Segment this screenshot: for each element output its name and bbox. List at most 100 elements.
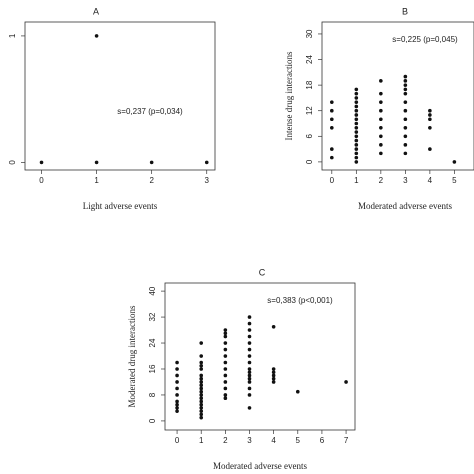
x-tick-label: 1 bbox=[199, 436, 204, 445]
point bbox=[271, 370, 276, 375]
x-tick-label: 2 bbox=[223, 436, 228, 445]
point bbox=[223, 396, 228, 400]
point bbox=[428, 113, 432, 117]
point bbox=[199, 393, 204, 397]
point bbox=[94, 34, 99, 38]
point bbox=[403, 143, 408, 147]
point bbox=[354, 91, 359, 96]
point bbox=[199, 396, 204, 400]
point bbox=[223, 380, 228, 384]
point bbox=[223, 341, 228, 345]
point bbox=[223, 331, 228, 336]
point bbox=[223, 386, 228, 391]
y-tick-label: 24 bbox=[148, 338, 157, 347]
point bbox=[379, 143, 383, 147]
point bbox=[330, 117, 334, 122]
panel-title: A bbox=[93, 6, 99, 16]
point bbox=[199, 376, 204, 381]
point bbox=[223, 360, 228, 365]
point bbox=[175, 402, 179, 407]
point bbox=[175, 409, 179, 413]
point bbox=[354, 113, 359, 117]
point bbox=[199, 402, 204, 407]
x-tick-label: 0 bbox=[330, 176, 335, 185]
point bbox=[223, 393, 228, 397]
point bbox=[379, 151, 383, 156]
point bbox=[223, 328, 228, 332]
point bbox=[354, 96, 359, 100]
point bbox=[428, 147, 432, 151]
x-tick-label: 6 bbox=[320, 436, 325, 445]
y-tick-label: 0 bbox=[305, 159, 314, 164]
point bbox=[403, 87, 408, 92]
y-tick-label: 0 bbox=[8, 160, 17, 165]
point bbox=[354, 138, 359, 143]
y-tick-label: 40 bbox=[148, 286, 157, 295]
point bbox=[354, 121, 359, 126]
annotation: s=0,225 (p=0,045) bbox=[392, 35, 458, 44]
x-axis-label: Moderated adverse events bbox=[213, 461, 307, 471]
point bbox=[330, 108, 334, 113]
x-tick-label: 3 bbox=[247, 436, 252, 445]
point bbox=[330, 147, 334, 151]
point bbox=[403, 79, 408, 83]
point bbox=[223, 367, 228, 371]
plot-box bbox=[321, 21, 474, 171]
point bbox=[354, 117, 359, 122]
point bbox=[403, 134, 408, 139]
point bbox=[354, 104, 359, 109]
point bbox=[403, 83, 408, 87]
point bbox=[247, 376, 252, 381]
point bbox=[379, 134, 383, 139]
point bbox=[403, 125, 408, 130]
x-tick-label: 2 bbox=[379, 176, 384, 185]
point bbox=[403, 91, 408, 96]
x-tick-label: 1 bbox=[94, 176, 99, 185]
point bbox=[247, 354, 252, 358]
annotation: s=0,383 (p<0,001) bbox=[267, 296, 333, 305]
point bbox=[247, 328, 252, 332]
point bbox=[223, 373, 228, 378]
point bbox=[223, 354, 228, 358]
panel-title: B bbox=[402, 6, 408, 16]
point bbox=[354, 130, 359, 134]
point bbox=[271, 325, 276, 329]
point bbox=[403, 100, 408, 104]
x-tick-label: 2 bbox=[149, 176, 154, 185]
point bbox=[354, 151, 359, 156]
point bbox=[175, 380, 179, 384]
point bbox=[354, 155, 359, 160]
annotation: s=0,237 (p=0,034) bbox=[117, 107, 183, 116]
point bbox=[379, 108, 383, 113]
point bbox=[271, 380, 276, 384]
point bbox=[199, 389, 204, 394]
y-tick-label: 18 bbox=[305, 80, 314, 89]
point bbox=[247, 341, 252, 345]
point bbox=[295, 389, 300, 394]
point bbox=[247, 370, 252, 375]
y-tick-label: 30 bbox=[305, 29, 314, 38]
point bbox=[330, 100, 334, 104]
point bbox=[199, 354, 204, 358]
point bbox=[223, 347, 228, 352]
point bbox=[354, 160, 359, 164]
x-tick-label: 5 bbox=[296, 436, 301, 445]
point bbox=[452, 160, 457, 164]
point bbox=[175, 399, 179, 404]
point bbox=[199, 380, 204, 384]
point bbox=[204, 160, 209, 165]
point bbox=[247, 321, 252, 326]
point bbox=[379, 91, 383, 96]
x-tick-label: 5 bbox=[452, 176, 457, 185]
point bbox=[330, 125, 334, 130]
point bbox=[199, 399, 204, 404]
point bbox=[344, 380, 348, 384]
point bbox=[199, 360, 204, 365]
point bbox=[403, 151, 408, 156]
x-tick-label: 7 bbox=[344, 436, 349, 445]
point bbox=[428, 117, 432, 122]
point bbox=[199, 412, 204, 417]
point bbox=[247, 393, 252, 397]
x-tick-label: 0 bbox=[175, 436, 180, 445]
point bbox=[271, 373, 276, 378]
